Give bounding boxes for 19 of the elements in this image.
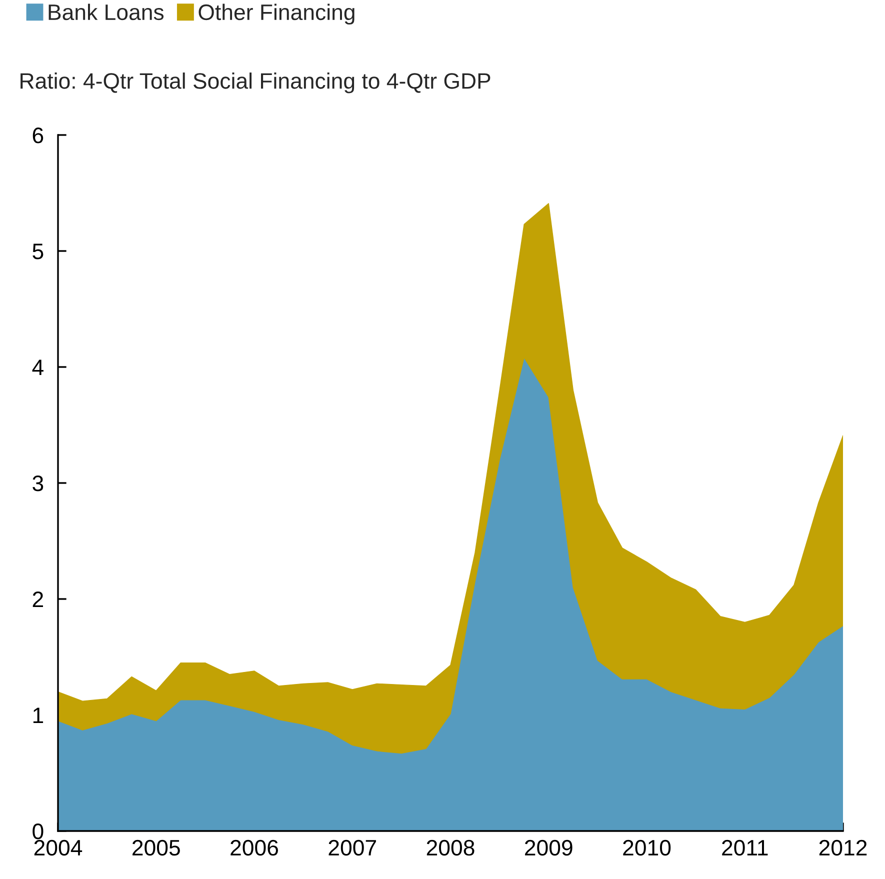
x-tick-label: 2007 xyxy=(328,840,376,856)
y-tick-label: 1 xyxy=(33,708,44,724)
y-tick-label: 5 xyxy=(32,244,44,260)
y-tick-label: 2 xyxy=(32,592,43,608)
x-tick-label: 2005 xyxy=(132,840,180,856)
x-tick-label: 2012 xyxy=(819,840,867,856)
x-tick-label: 2011 xyxy=(722,840,768,856)
y-tick-label: 0 xyxy=(32,824,44,840)
y-tick-label: 3 xyxy=(32,476,44,492)
x-tick-label: 2004 xyxy=(34,840,82,856)
x-tick-label: 2010 xyxy=(623,840,671,856)
y-tick-label: 4 xyxy=(32,360,44,376)
y-tick-label: 6 xyxy=(32,128,44,144)
legend-label: Bank Loans xyxy=(48,4,164,20)
x-tick-label: 2008 xyxy=(426,840,474,856)
legend-label: Other Financing xyxy=(198,4,354,25)
chart-title: Ratio: 4-Qtr Total Social Financing to 4-Qtr GDP xyxy=(20,72,490,94)
x-tick-label: 2009 xyxy=(525,840,572,856)
x-tick-label: 2006 xyxy=(230,840,278,856)
